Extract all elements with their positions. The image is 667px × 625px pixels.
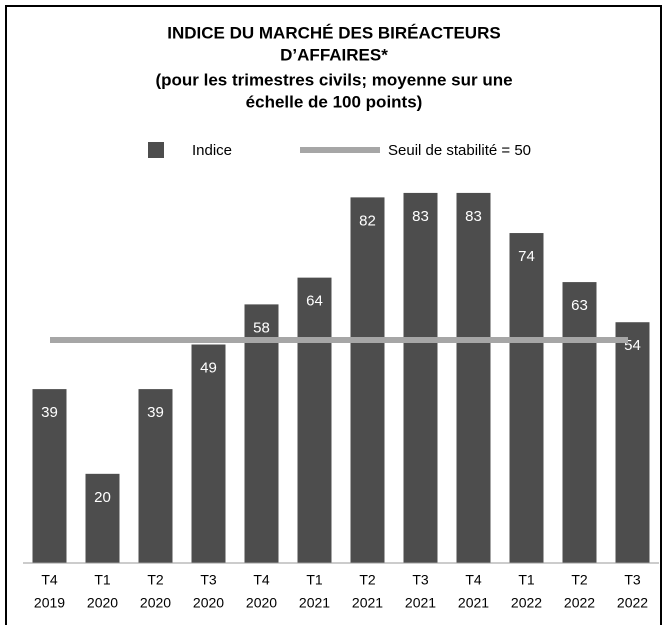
data-label: 83 bbox=[412, 208, 429, 225]
data-label: 58 bbox=[253, 319, 270, 336]
x-tick-label: T1 bbox=[518, 572, 535, 588]
x-tick-label: T4 bbox=[253, 572, 270, 588]
frame bbox=[5, 5, 662, 625]
x-tick-label: 2021 bbox=[352, 595, 383, 611]
x-tick-label: 2022 bbox=[511, 595, 542, 611]
x-tick-label: 2022 bbox=[617, 595, 648, 611]
chart-title: D’AFFAIRES* bbox=[280, 45, 388, 64]
bar bbox=[191, 344, 226, 563]
x-tick-label: T3 bbox=[624, 572, 641, 588]
bar bbox=[85, 473, 120, 563]
bar bbox=[509, 233, 544, 563]
bar bbox=[138, 389, 173, 563]
data-label: 64 bbox=[306, 293, 323, 310]
bar bbox=[297, 277, 332, 563]
chart-title: INDICE DU MARCHÉ DES BIRÉACTEURS bbox=[167, 23, 500, 42]
data-label: 20 bbox=[94, 489, 111, 506]
bar bbox=[32, 389, 67, 563]
legend-label: Indice bbox=[192, 142, 232, 159]
bar bbox=[403, 192, 438, 563]
x-tick-label: T4 bbox=[465, 572, 482, 588]
bar bbox=[456, 192, 491, 563]
x-tick-label: 2022 bbox=[564, 595, 595, 611]
x-tick-label: 2021 bbox=[458, 595, 489, 611]
x-tick-label: 2019 bbox=[34, 595, 65, 611]
x-tick-label: 2020 bbox=[140, 595, 171, 611]
legend-label: Seuil de stabilité = 50 bbox=[388, 142, 531, 159]
x-tick-label: T4 bbox=[41, 572, 58, 588]
data-label: 39 bbox=[41, 404, 58, 421]
data-label: 54 bbox=[624, 337, 641, 354]
data-label: 39 bbox=[147, 404, 164, 421]
x-tick-label: T3 bbox=[200, 572, 217, 588]
x-tick-label: T1 bbox=[306, 572, 323, 588]
x-tick-label: T2 bbox=[359, 572, 376, 588]
x-tick-label: T3 bbox=[412, 572, 429, 588]
chart-title: (pour les trimestres civils; moyenne sur… bbox=[155, 70, 512, 89]
data-label: 63 bbox=[571, 297, 588, 314]
data-label: 49 bbox=[200, 359, 217, 376]
bar bbox=[244, 304, 279, 563]
x-tick-label: T2 bbox=[571, 572, 588, 588]
bar bbox=[562, 282, 597, 563]
bar bbox=[615, 322, 650, 563]
data-label: 82 bbox=[359, 212, 376, 229]
chart-title: échelle de 100 points) bbox=[246, 92, 423, 111]
bar bbox=[350, 197, 385, 563]
data-label: 83 bbox=[465, 208, 482, 225]
x-tick-label: 2021 bbox=[299, 595, 330, 611]
x-tick-label: T1 bbox=[94, 572, 111, 588]
x-tick-label: 2020 bbox=[87, 595, 118, 611]
x-tick-label: 2020 bbox=[246, 595, 277, 611]
legend-swatch bbox=[148, 142, 164, 158]
x-tick-label: 2021 bbox=[405, 595, 436, 611]
data-label: 74 bbox=[518, 248, 535, 265]
x-tick-label: T2 bbox=[147, 572, 164, 588]
x-tick-label: 2020 bbox=[193, 595, 224, 611]
